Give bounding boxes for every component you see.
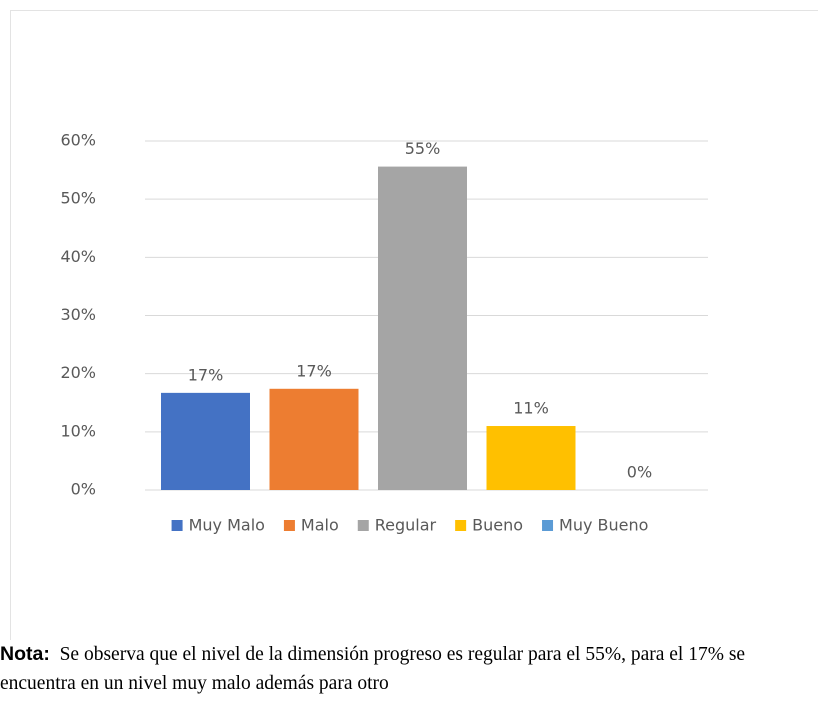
y-tick-label: 30% <box>60 305 96 324</box>
data-label: 55% <box>405 139 441 158</box>
legend-label: Muy Bueno <box>559 516 648 535</box>
legend-swatch <box>542 520 554 531</box>
legend-label: Muy Malo <box>189 516 265 535</box>
legend-swatch <box>171 520 183 531</box>
note-label: Nota: <box>0 643 50 665</box>
data-label: 17% <box>296 361 332 380</box>
y-tick-label: 60% <box>60 131 96 150</box>
bar <box>486 426 576 490</box>
bar <box>378 166 467 491</box>
legend-label: Malo <box>301 516 339 535</box>
legend-label: Regular <box>375 516 437 535</box>
data-label: 0% <box>627 463 652 482</box>
note-text: Se observa que el nivel de la dimensión … <box>0 644 746 694</box>
data-label: 17% <box>188 365 224 384</box>
y-tick-label: 20% <box>60 363 96 382</box>
y-tick-label: 50% <box>60 189 96 208</box>
chart-frame <box>10 10 818 640</box>
legend-swatch <box>455 520 467 531</box>
legend-label: Bueno <box>472 516 523 535</box>
data-label: 11% <box>513 399 549 418</box>
legend-swatch <box>283 520 295 531</box>
y-tick-label: 40% <box>60 247 96 266</box>
chart: 0% 10% 20% 30% 40% 50% 60% 17% 17% 55% 11% 0% Muy Ma… <box>10 10 818 640</box>
y-tick-label: 10% <box>60 421 96 440</box>
bar <box>269 388 359 490</box>
y-tick-label: 0% <box>71 480 96 499</box>
note: Nota: Se observa que el nivel de la dime… <box>0 640 818 698</box>
legend-swatch <box>357 520 369 531</box>
bar <box>161 392 250 490</box>
